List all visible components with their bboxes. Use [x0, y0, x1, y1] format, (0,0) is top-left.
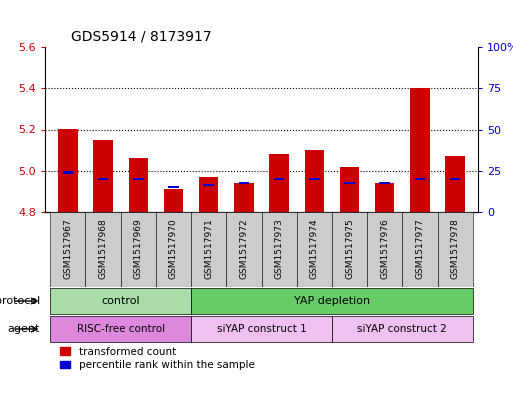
Bar	[305, 150, 324, 212]
Text: YAP depletion: YAP depletion	[294, 296, 370, 306]
Bar	[367, 212, 402, 287]
Bar	[121, 212, 156, 287]
Text: GSM1517970: GSM1517970	[169, 218, 178, 279]
Bar	[129, 158, 148, 212]
Bar	[450, 178, 461, 180]
Text: GSM1517971: GSM1517971	[204, 218, 213, 279]
Text: GSM1517968: GSM1517968	[98, 218, 108, 279]
Bar	[410, 88, 429, 212]
Legend: transformed count, percentile rank within the sample: transformed count, percentile rank withi…	[59, 346, 255, 371]
Text: GSM1517967: GSM1517967	[64, 218, 72, 279]
Bar	[262, 212, 297, 287]
Bar	[164, 189, 183, 212]
Bar	[332, 316, 472, 342]
Text: agent: agent	[8, 324, 40, 334]
Bar	[332, 212, 367, 287]
Text: GSM1517969: GSM1517969	[134, 218, 143, 279]
Text: GSM1517978: GSM1517978	[450, 218, 460, 279]
Bar	[168, 186, 179, 189]
Bar	[234, 183, 253, 212]
Text: GSM1517977: GSM1517977	[416, 218, 424, 279]
Bar	[86, 212, 121, 287]
Bar	[344, 182, 355, 184]
Text: GSM1517973: GSM1517973	[274, 218, 284, 279]
Bar	[274, 178, 284, 180]
Bar	[375, 183, 394, 212]
Text: siYAP construct 1: siYAP construct 1	[216, 324, 306, 334]
Bar	[340, 167, 359, 212]
Bar	[438, 212, 472, 287]
Bar	[50, 212, 86, 287]
Text: GSM1517972: GSM1517972	[240, 218, 248, 279]
Text: GSM1517975: GSM1517975	[345, 218, 354, 279]
Text: control: control	[102, 296, 140, 306]
Bar	[50, 316, 191, 342]
Bar	[50, 288, 191, 314]
Bar	[63, 171, 73, 174]
Bar	[133, 178, 144, 180]
Bar	[203, 184, 214, 186]
Bar	[191, 316, 332, 342]
Text: GSM1517974: GSM1517974	[310, 218, 319, 279]
Bar	[191, 212, 226, 287]
Bar	[415, 178, 425, 180]
Bar	[93, 140, 113, 212]
Bar	[269, 154, 289, 212]
Text: siYAP construct 2: siYAP construct 2	[358, 324, 447, 334]
Bar	[226, 212, 262, 287]
Text: GDS5914 / 8173917: GDS5914 / 8173917	[71, 29, 211, 43]
Text: GSM1517976: GSM1517976	[380, 218, 389, 279]
Bar	[380, 182, 390, 184]
Text: protocol: protocol	[0, 296, 40, 306]
Bar	[297, 212, 332, 287]
Bar	[98, 178, 108, 180]
Bar	[402, 212, 438, 287]
Bar	[309, 178, 320, 180]
Bar	[199, 177, 219, 212]
Bar	[191, 288, 472, 314]
Bar	[445, 156, 465, 212]
Bar	[239, 182, 249, 184]
Bar	[58, 130, 77, 212]
Text: RISC-free control: RISC-free control	[76, 324, 165, 334]
Bar	[156, 212, 191, 287]
